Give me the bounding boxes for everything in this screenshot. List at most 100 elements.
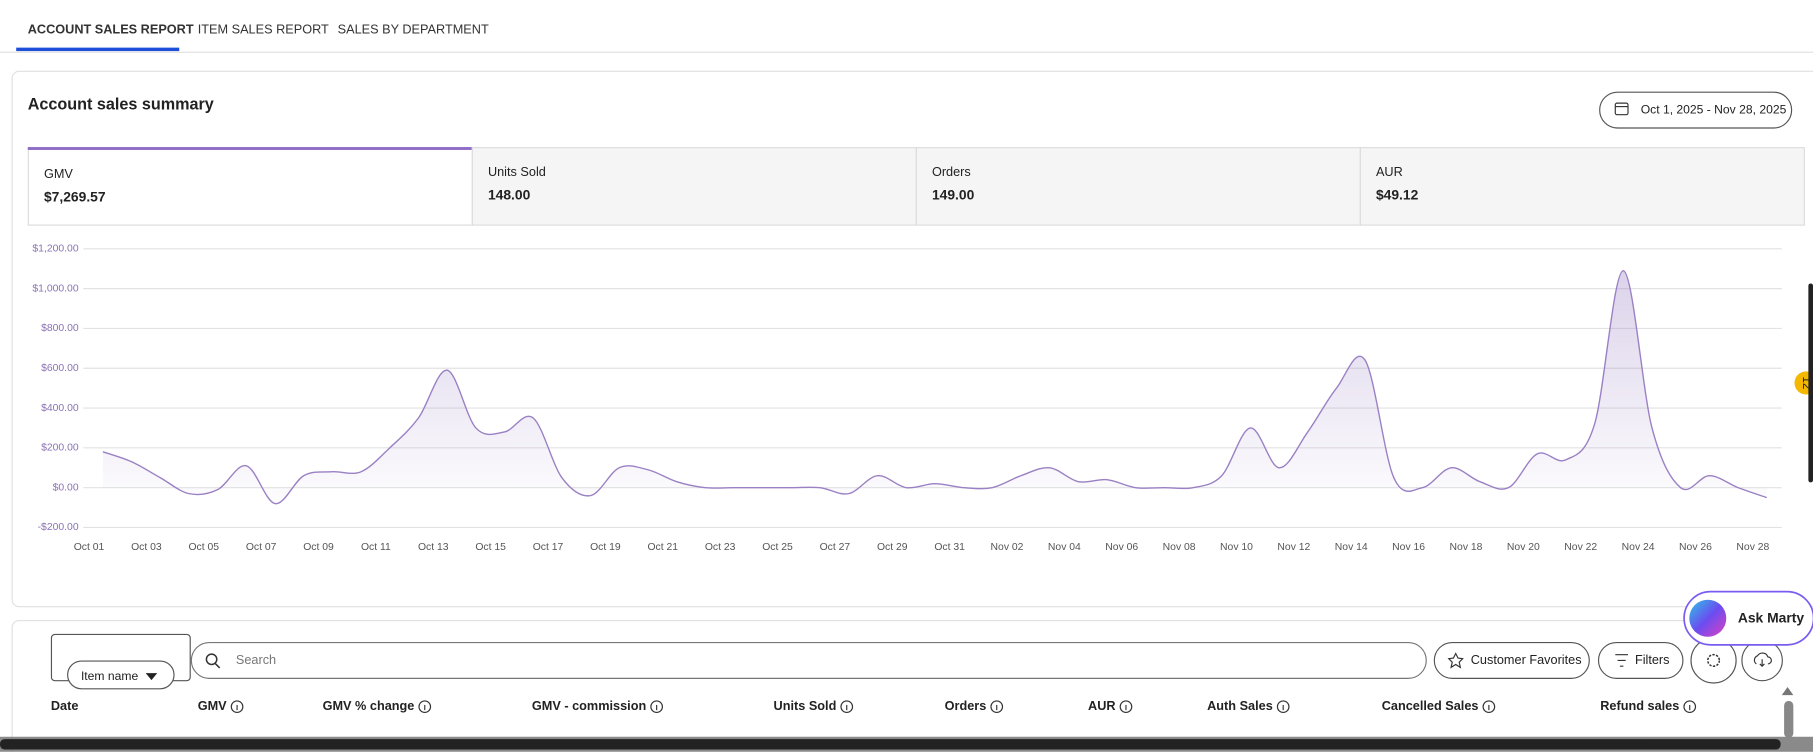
- x-tick-label: Oct 01: [74, 542, 105, 553]
- metric-value: $7,269.57: [44, 189, 106, 205]
- column-header[interactable]: Refund sales: [1600, 698, 1679, 713]
- x-tick-label: Oct 31: [934, 542, 965, 553]
- x-tick-label: Nov 14: [1335, 542, 1368, 553]
- metric-value: 148.00: [488, 186, 531, 202]
- x-tick-label: Oct 27: [820, 542, 851, 553]
- table-panel: [11, 619, 1813, 752]
- x-tick-label: Nov 16: [1392, 542, 1425, 553]
- info-icon: [1683, 700, 1697, 714]
- x-tick-label: Nov 10: [1220, 542, 1253, 553]
- metric-card-active: [27, 147, 472, 150]
- metric-label: AUR: [1376, 164, 1403, 179]
- y-tick-label: $1,200.00: [32, 244, 78, 255]
- area-fill: [102, 270, 1767, 504]
- x-tick-label: Oct 15: [475, 542, 506, 553]
- search-icon: [205, 653, 218, 666]
- x-tick-label: Nov 06: [1105, 542, 1138, 553]
- info-icon: [1482, 700, 1496, 714]
- filter-icon: [1615, 654, 1628, 667]
- y-tick-label: $200.00: [41, 443, 79, 454]
- info-icon: [840, 700, 854, 714]
- x-tick-label: Oct 25: [762, 542, 793, 553]
- x-tick-label: Nov 26: [1679, 542, 1712, 553]
- column-header[interactable]: AUR: [1088, 698, 1116, 713]
- x-tick-label: Nov 08: [1163, 542, 1196, 553]
- column-header[interactable]: Orders: [945, 698, 987, 713]
- scroll-thumb[interactable]: [1784, 700, 1794, 738]
- column-header[interactable]: GMV: [198, 698, 227, 713]
- info-icon: [230, 700, 244, 714]
- x-tick-label: Oct 21: [647, 542, 678, 553]
- dropdown-arrow: [145, 673, 158, 681]
- search-icon: [214, 662, 221, 669]
- calendar-icon: [1614, 102, 1629, 116]
- y-tick-label: $0.00: [53, 482, 79, 493]
- assistant-orb: [1689, 599, 1727, 637]
- metric-value: 149.00: [932, 186, 975, 202]
- item-dropdown-chip[interactable]: [67, 660, 175, 690]
- metric-value: $49.12: [1376, 186, 1419, 202]
- x-tick-label: Oct 05: [188, 542, 219, 553]
- y-tick-label: $600.00: [41, 363, 79, 374]
- star-icon: [1447, 652, 1464, 669]
- metric-label: GMV: [44, 166, 73, 181]
- x-tick-label: Oct 09: [303, 542, 334, 553]
- button-label[interactable]: Filters: [1635, 652, 1670, 667]
- y-tick-label: $400.00: [41, 403, 79, 414]
- table-header: Date GMV GMV % change GMV - commission Units…: [51, 698, 1697, 714]
- tab[interactable]: ITEM SALES REPORT: [198, 22, 329, 37]
- x-tick-label: Oct 07: [246, 542, 277, 553]
- x-tick-label: Oct 29: [877, 542, 908, 553]
- x-tick-label: Nov 18: [1450, 542, 1483, 553]
- info-icon: [650, 700, 663, 714]
- column-header[interactable]: GMV % change: [323, 698, 415, 713]
- metric-label: Orders: [932, 164, 971, 179]
- tab[interactable]: ACCOUNT SALES REPORT: [28, 22, 194, 37]
- column-header[interactable]: GMV - commission: [532, 698, 646, 713]
- y-tick-label: -$200.00: [38, 522, 79, 533]
- filters-button[interactable]: [1597, 641, 1684, 679]
- button-label[interactable]: Customer Favorites: [1471, 652, 1582, 667]
- x-tick-label: Oct 23: [705, 542, 736, 553]
- line: [102, 270, 1767, 505]
- x-tick-label: Nov 24: [1622, 542, 1655, 553]
- info-icon: [990, 700, 1004, 714]
- column-header[interactable]: Units Sold: [774, 698, 837, 713]
- cloud-icon: [1753, 652, 1772, 668]
- item-filter[interactable]: Item name: [81, 669, 139, 683]
- summary-title: Account sales summary: [28, 96, 214, 114]
- y-tick-label: $1,000.00: [32, 283, 78, 294]
- assistant-label[interactable]: Ask Marty: [1738, 609, 1805, 625]
- date-picker[interactable]: [1599, 91, 1793, 129]
- metric-card[interactable]: [1359, 147, 1805, 226]
- y-tick-label: $800.00: [41, 323, 79, 334]
- scroll-up[interactable]: [1781, 687, 1794, 696]
- horizontal-scroll-thumb[interactable]: [0, 739, 1781, 750]
- x-tick-label: Oct 13: [418, 542, 449, 553]
- info-icon: [1119, 700, 1133, 714]
- x-tick-label: Nov 04: [1048, 542, 1081, 553]
- x-tick-label: Oct 11: [361, 542, 391, 553]
- favorites-button[interactable]: [1433, 641, 1590, 679]
- metric-card[interactable]: [915, 147, 1361, 226]
- column-header[interactable]: Auth Sales: [1207, 698, 1273, 713]
- metric-card[interactable]: [27, 147, 473, 226]
- metric-card[interactable]: [471, 147, 917, 226]
- x-tick-label: Nov 12: [1277, 542, 1310, 553]
- search-placeholder[interactable]: Search: [236, 652, 276, 667]
- tab-underline: [16, 47, 180, 52]
- date-range[interactable]: Oct 1, 2025 - Nov 28, 2025: [1641, 102, 1787, 116]
- info-icon: [1276, 700, 1290, 714]
- search-box[interactable]: [190, 641, 1427, 679]
- gear-icon: [1707, 653, 1721, 667]
- tab[interactable]: SALES BY DEPARTMENT: [338, 22, 489, 37]
- column-header[interactable]: Cancelled Sales: [1382, 698, 1479, 713]
- chart: -$200.00 $0.00 $200.00 $400.00 $600.00 $800.0…: [32, 244, 1782, 553]
- x-tick-label: Nov 28: [1736, 542, 1769, 553]
- x-tick-label: Nov 02: [991, 542, 1024, 553]
- x-tick-label: Nov 22: [1564, 542, 1597, 553]
- column-header[interactable]: Date: [51, 698, 79, 713]
- info-icon: [418, 700, 432, 714]
- x-tick-label: Oct 03: [131, 542, 162, 553]
